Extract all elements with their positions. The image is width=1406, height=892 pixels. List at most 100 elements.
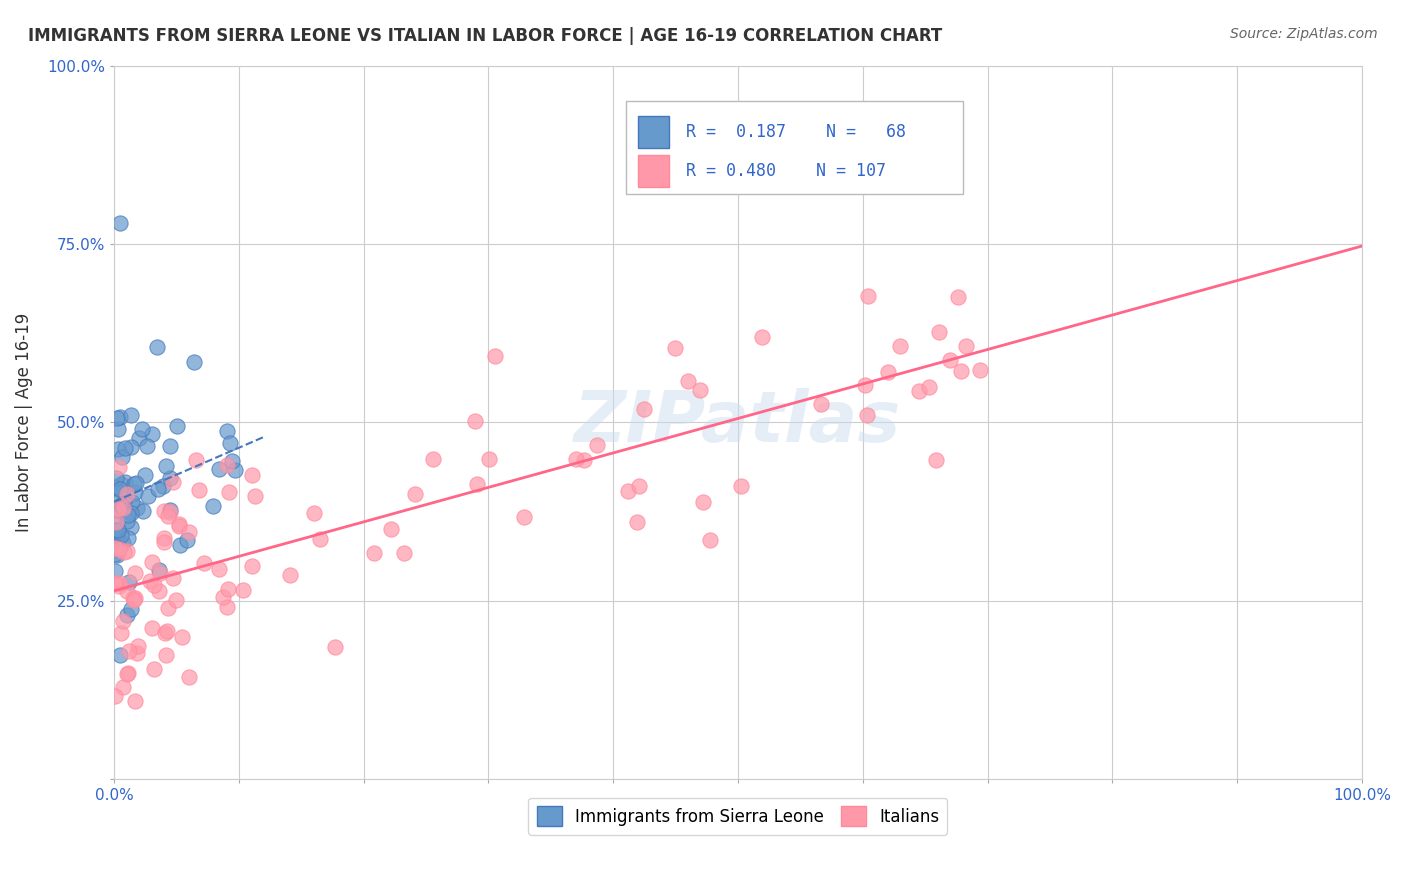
Point <box>565 452 588 467</box>
Point <box>112 545 135 559</box>
Point <box>218 485 240 500</box>
Text: IMMIGRANTS FROM SIERRA LEONE VS ITALIAN IN LABOR FORCE | AGE 16-19 CORRELATION C: IMMIGRANTS FROM SIERRA LEONE VS ITALIAN … <box>28 27 942 45</box>
Point <box>107 459 129 474</box>
Point <box>148 563 170 577</box>
Point <box>152 479 174 493</box>
Point <box>187 483 209 498</box>
Point <box>111 500 134 515</box>
Point <box>928 325 950 339</box>
Point <box>104 523 127 537</box>
Point <box>125 646 148 660</box>
Point <box>108 482 131 496</box>
Point <box>122 593 145 607</box>
Point <box>172 631 194 645</box>
Point <box>278 568 301 582</box>
Point <box>217 599 239 614</box>
Point <box>215 424 238 438</box>
Point <box>125 475 148 490</box>
Point <box>110 410 132 425</box>
Point <box>633 401 655 416</box>
Point <box>240 468 263 483</box>
Point <box>512 510 534 524</box>
Point <box>183 355 205 369</box>
Point <box>949 364 972 378</box>
Point <box>907 384 929 399</box>
Point <box>124 693 146 707</box>
Point <box>131 422 153 436</box>
Point <box>692 495 714 509</box>
Point <box>211 591 233 605</box>
Point <box>111 535 134 549</box>
Point <box>138 489 160 503</box>
Point <box>110 477 132 491</box>
Point <box>105 540 128 554</box>
Point <box>104 480 127 494</box>
Point <box>699 533 721 547</box>
Point <box>664 341 686 355</box>
Point <box>167 517 190 532</box>
Point <box>146 482 169 496</box>
Point <box>918 380 941 394</box>
Point <box>465 477 488 491</box>
Point <box>464 414 486 428</box>
Point <box>177 524 200 539</box>
Text: R =  0.187    N =   68: R = 0.187 N = 68 <box>686 123 905 141</box>
Point <box>104 515 127 529</box>
Point <box>117 531 139 545</box>
Point <box>392 546 415 560</box>
Point <box>184 452 207 467</box>
Point <box>153 504 176 518</box>
Point <box>104 547 127 561</box>
Point <box>107 579 129 593</box>
Point <box>167 518 190 533</box>
Point <box>156 600 179 615</box>
Point <box>202 500 225 514</box>
Point <box>626 515 648 529</box>
Point <box>585 438 607 452</box>
Point <box>169 538 191 552</box>
Point <box>108 215 131 229</box>
Point <box>159 439 181 453</box>
Bar <box>626 102 963 194</box>
Point <box>925 453 948 467</box>
Point <box>107 422 129 436</box>
Point <box>572 453 595 467</box>
Bar <box>638 116 669 148</box>
Point <box>149 566 172 580</box>
Point <box>110 626 132 640</box>
Point <box>165 592 187 607</box>
Point <box>858 288 880 302</box>
Point <box>107 524 129 538</box>
Point <box>162 571 184 585</box>
Point <box>104 575 127 590</box>
Point <box>221 454 243 468</box>
Point <box>856 408 879 422</box>
Point <box>678 374 700 388</box>
Point <box>730 479 752 493</box>
Point <box>121 494 143 508</box>
Point <box>689 383 711 397</box>
Point <box>110 498 132 512</box>
Point <box>159 505 181 519</box>
Point <box>208 461 231 475</box>
Point <box>131 504 153 518</box>
Point <box>117 666 139 681</box>
Point <box>219 435 242 450</box>
Point <box>112 681 135 695</box>
Point <box>166 418 188 433</box>
Point <box>110 648 132 662</box>
Point <box>104 482 127 496</box>
Point <box>107 503 129 517</box>
Point <box>117 487 139 501</box>
Point <box>141 427 163 442</box>
Point <box>877 365 900 379</box>
Point <box>484 350 506 364</box>
Point <box>422 451 444 466</box>
Point <box>617 484 640 499</box>
Point <box>141 621 163 635</box>
Point <box>363 546 385 560</box>
Point <box>128 431 150 445</box>
Point <box>153 535 176 549</box>
Point <box>114 491 136 505</box>
Point <box>107 442 129 456</box>
